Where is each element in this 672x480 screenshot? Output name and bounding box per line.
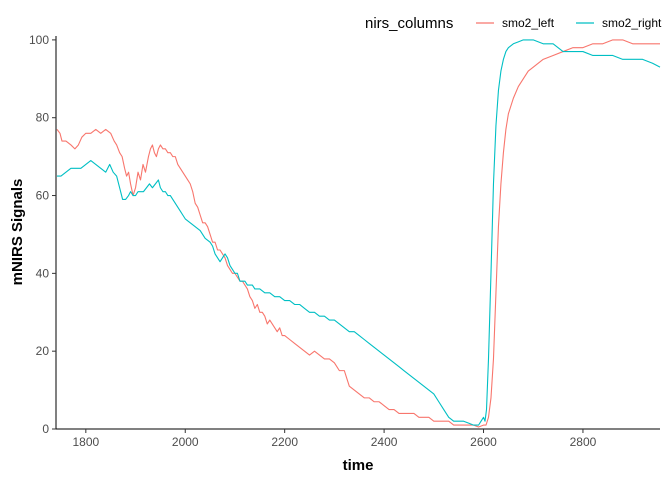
series-layer: [56, 39, 661, 428]
y-ticks: 0 20 40 60 80 100: [29, 33, 56, 436]
series-line-smo2-left: [56, 39, 660, 428]
x-tick-label: 2000: [172, 435, 199, 449]
series-line-smo2-right: [56, 39, 661, 426]
x-tick-label: 2600: [470, 435, 497, 449]
x-tick-label: 2800: [570, 435, 597, 449]
legend-title: nirs_columns: [365, 15, 453, 32]
legend-label-smo2-right: smo2_right: [602, 16, 662, 30]
legend: nirs_columns smo2_left smo2_right: [365, 15, 662, 32]
x-tick-label: 1800: [72, 435, 99, 449]
x-tick-label: 2400: [371, 435, 398, 449]
y-axis-title: mNIRS Signals: [9, 179, 26, 286]
y-tick-label: 60: [36, 189, 50, 203]
x-tick-label: 2200: [271, 435, 298, 449]
legend-label-smo2-left: smo2_left: [502, 16, 555, 30]
x-axis-title: time: [343, 457, 374, 474]
y-tick-label: 100: [29, 33, 49, 47]
y-tick-label: 80: [36, 111, 50, 125]
y-tick-label: 40: [36, 266, 50, 280]
x-ticks: 1800 2000 2200 2400 2600 2800: [72, 429, 597, 449]
y-tick-label: 0: [42, 422, 49, 436]
y-tick-label: 20: [36, 344, 50, 358]
